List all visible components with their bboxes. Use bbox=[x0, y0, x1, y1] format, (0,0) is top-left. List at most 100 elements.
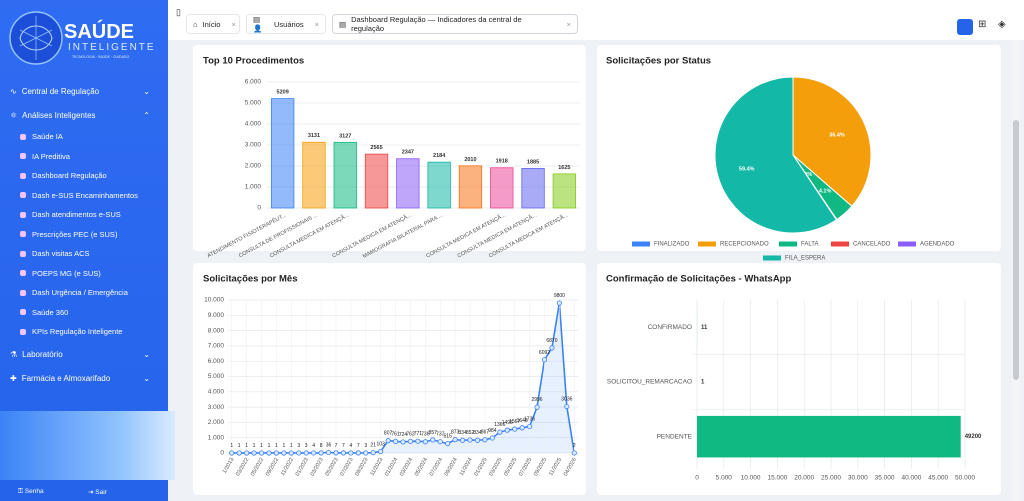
bar bbox=[521, 168, 545, 209]
point bbox=[504, 427, 510, 433]
bar bbox=[697, 415, 961, 458]
submenu-item[interactable]: Dash atendimentos e-SUS bbox=[20, 210, 121, 219]
x-tick-label: 5.000 bbox=[716, 475, 733, 482]
scroll-thumb[interactable] bbox=[1013, 120, 1019, 380]
slice-label: 4.1% bbox=[819, 189, 832, 195]
footer-link[interactable]: ⇥ Sair bbox=[88, 489, 107, 496]
value-label: 21 bbox=[370, 443, 376, 449]
y-tick-label: 7.000 bbox=[208, 343, 225, 350]
menu-item[interactable]: ✚ Farmácia e Almoxarifado ⌄ bbox=[10, 374, 150, 383]
x-tick-label: 10.000 bbox=[741, 475, 761, 482]
submenu-label: Dash visitas ACS bbox=[32, 249, 90, 258]
point bbox=[333, 450, 339, 456]
submenu-item[interactable]: Dashboard Regulação bbox=[20, 171, 107, 180]
icon bbox=[20, 153, 26, 159]
point bbox=[266, 450, 272, 456]
point bbox=[407, 438, 414, 444]
point bbox=[556, 300, 562, 306]
point bbox=[363, 450, 369, 456]
legend-label: RECEPCIONADO bbox=[720, 242, 769, 248]
value-label: 834 bbox=[473, 430, 482, 436]
logo-tagline: TECNOLOGIA · SAÚDE · CUIDADO bbox=[72, 55, 129, 59]
submenu-label: Dashboard Regulação bbox=[32, 171, 107, 180]
y-tick-label: 8.000 bbox=[208, 327, 225, 334]
point bbox=[311, 450, 317, 456]
tab[interactable]: ▤ 👤 Usuários × bbox=[246, 14, 326, 34]
submenu-item[interactable]: KPIs Regulação Inteligente bbox=[20, 327, 122, 336]
value-label: 2565 bbox=[370, 145, 382, 151]
y-tick-label: 3.000 bbox=[208, 404, 225, 411]
y-tick-label: 0 bbox=[257, 205, 261, 212]
value-label: 3127 bbox=[339, 133, 351, 139]
point bbox=[549, 345, 555, 351]
submenu-item[interactable]: Dash Urgência / Emergência bbox=[20, 288, 128, 297]
value-label: 1885 bbox=[527, 159, 539, 165]
value-label: 1 bbox=[268, 443, 271, 449]
y-tick-label: 5.000 bbox=[245, 100, 262, 107]
point bbox=[325, 449, 332, 456]
bar bbox=[302, 141, 326, 209]
value-label: 2996 bbox=[531, 397, 542, 403]
footer-link[interactable]: ⚿ Senha bbox=[18, 488, 44, 495]
value-label: 2010 bbox=[464, 157, 476, 163]
tab[interactable]: ▤ Dashboard Regulação — Indicadores da c… bbox=[332, 14, 578, 34]
point bbox=[430, 437, 436, 443]
y-tick-label: SOLICITOU_REMARCACAO bbox=[607, 379, 692, 386]
value-label: 1366 bbox=[494, 422, 505, 428]
point bbox=[474, 437, 481, 443]
chart-title: Confirmação de Solicitações - WhatsApp bbox=[606, 274, 791, 285]
menu-item[interactable]: ⚗ Laboratório ⌄ bbox=[10, 350, 150, 359]
tab-label: Início bbox=[202, 19, 221, 29]
chart-title: Solicitações por Status bbox=[606, 56, 711, 67]
submenu-item[interactable]: Saúde 360 bbox=[20, 308, 68, 317]
value-label: 771 bbox=[414, 431, 423, 437]
menu-label: Farmácia e Almoxarifado bbox=[21, 374, 111, 383]
point bbox=[288, 450, 294, 456]
submenu-item[interactable]: POEPS MG (e SUS) bbox=[20, 269, 101, 278]
value-label: 1 bbox=[282, 443, 285, 449]
value-label: 3 bbox=[305, 443, 308, 449]
value-label: 1567 bbox=[509, 419, 520, 425]
bar bbox=[270, 98, 295, 209]
view-button[interactable]: ◈ bbox=[998, 19, 1006, 30]
submenu-item[interactable]: Saúde IA bbox=[20, 132, 63, 141]
x-tick-label: 15.000 bbox=[767, 475, 787, 482]
toggle[interactable]: ▯ bbox=[176, 7, 181, 17]
point bbox=[392, 438, 399, 444]
value-label: 737 bbox=[436, 432, 445, 438]
view-button[interactable]: ⊞ bbox=[978, 19, 987, 30]
value-label: 736 bbox=[421, 432, 430, 438]
value-label: 724 bbox=[399, 432, 408, 438]
submenu-item[interactable]: Dash e-SUS Encaminhamentos bbox=[20, 191, 138, 200]
menu-label: Central de Regulação bbox=[21, 87, 100, 96]
slice-label: 36.4% bbox=[829, 132, 845, 138]
value-label: 1495 bbox=[502, 420, 513, 426]
value-label: 857 bbox=[429, 430, 438, 436]
submenu-label: POEPS MG (e SUS) bbox=[32, 268, 101, 278]
topbar: ▯ ⌂ Início × ▤ 👤 Usuários × ▤ Dashboard Re… bbox=[168, 0, 1024, 40]
y-tick-label: 10.000 bbox=[204, 297, 224, 304]
icon bbox=[20, 270, 26, 276]
point bbox=[489, 435, 495, 441]
point bbox=[385, 438, 391, 444]
submenu-label: Saúde 360 bbox=[32, 307, 69, 317]
submenu-item[interactable]: IA Preditiva bbox=[20, 152, 70, 161]
value-label: 3 bbox=[297, 443, 300, 449]
point bbox=[482, 437, 488, 443]
tab-label: Dashboard Regulação — Indicadores da cen… bbox=[351, 15, 522, 33]
value-label: 615 bbox=[444, 434, 453, 440]
menu-item[interactable]: ⚛ Análises Inteligentes ⌃ bbox=[10, 111, 150, 120]
value-label: 3 bbox=[364, 443, 367, 449]
submenu-item[interactable]: Prescrições PEC (e SUS) bbox=[20, 230, 117, 239]
logo: SAÚDE INTELIGENTE TECNOLOGIA · SAÚDE · C… bbox=[9, 11, 154, 65]
legend-swatch bbox=[698, 241, 716, 247]
tab[interactable]: ⌂ Início × bbox=[186, 14, 240, 34]
submenu-item[interactable]: Dash visitas ACS bbox=[20, 249, 90, 258]
y-tick-label: 5.000 bbox=[208, 373, 225, 380]
menu-item[interactable]: ∿ Central de Regulação ⌄ bbox=[10, 87, 150, 96]
point bbox=[348, 450, 354, 456]
menu-label: Laboratório bbox=[22, 350, 63, 359]
view-button[interactable] bbox=[957, 19, 973, 35]
value-label: 1648 bbox=[517, 418, 528, 424]
